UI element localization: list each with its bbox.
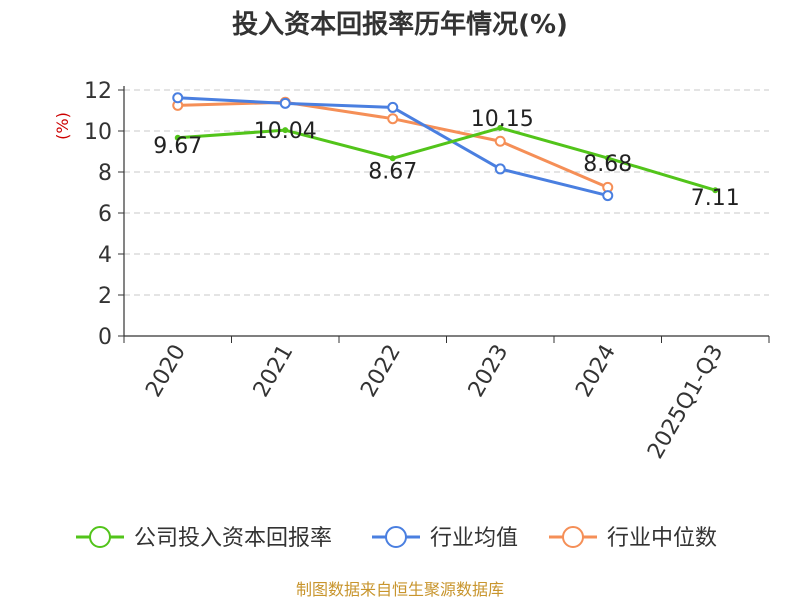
x-tick-label: 2020 (141, 341, 191, 402)
data-label: 8.68 (583, 152, 632, 177)
data-point (497, 124, 504, 131)
data-point (602, 190, 614, 202)
legend-item[interactable]: 行业均值 (372, 526, 518, 551)
x-tick-label: 2021 (249, 341, 299, 402)
data-point (174, 134, 181, 141)
data-point (494, 135, 506, 147)
legend[interactable]: 公司投入资本回报率 行业均值 行业中位数 (76, 526, 717, 551)
y-axis-title: (%) (53, 112, 72, 140)
legend-label: 公司投入资本回报率 (134, 526, 332, 551)
y-tick-label: 0 (98, 325, 112, 350)
x-tick-label: 2025Q1-Q3 (643, 341, 728, 464)
y-tick-label: 12 (84, 79, 112, 104)
legend-label: 行业中位数 (607, 526, 717, 551)
legend-marker (385, 526, 407, 548)
chart-title: 投入资本回报率历年情况(%) (232, 10, 568, 40)
data-label: 10.15 (471, 107, 534, 132)
y-tick-label: 2 (98, 284, 112, 309)
y-tick-label: 8 (98, 161, 112, 186)
legend-marker (562, 526, 584, 548)
x-tick-label: 2023 (464, 341, 514, 402)
legend-marker (89, 526, 111, 548)
data-labels: 9.67 10.04 8.67 10.15 8.68 7.11 (153, 107, 739, 211)
data-point (389, 155, 396, 162)
y-tick-label: 6 (98, 202, 112, 227)
grid-lines (124, 89, 769, 296)
legend-label: 行业均值 (430, 526, 518, 551)
y-tick-label: 4 (98, 243, 112, 268)
series-line (177, 126, 716, 192)
series-lines (177, 96, 716, 198)
y-axis-ticks: 0 2 4 6 8 10 12 (84, 79, 124, 350)
y-tick-label: 10 (84, 120, 112, 145)
source-note: 制图数据来自恒生聚源数据库 (295, 580, 504, 599)
x-axis-ticks: 2020 2021 2022 2023 2024 2025Q1-Q3 (123, 336, 770, 464)
data-point (282, 127, 289, 134)
series-points (172, 92, 719, 202)
legend-item[interactable]: 行业中位数 (549, 526, 717, 551)
data-point (712, 187, 719, 194)
axes (123, 86, 769, 337)
data-point (279, 97, 291, 109)
x-tick-label: 2022 (356, 341, 406, 402)
data-label: 7.11 (691, 186, 740, 211)
data-label: 10.04 (254, 119, 317, 144)
data-point (494, 163, 506, 175)
legend-item[interactable]: 公司投入资本回报率 (76, 526, 332, 551)
data-point (387, 113, 399, 125)
data-label: 8.67 (368, 159, 417, 184)
data-point (604, 155, 611, 162)
data-point (387, 101, 399, 113)
x-tick-label: 2024 (571, 341, 621, 402)
data-label: 9.67 (153, 134, 202, 159)
data-point (172, 92, 184, 104)
